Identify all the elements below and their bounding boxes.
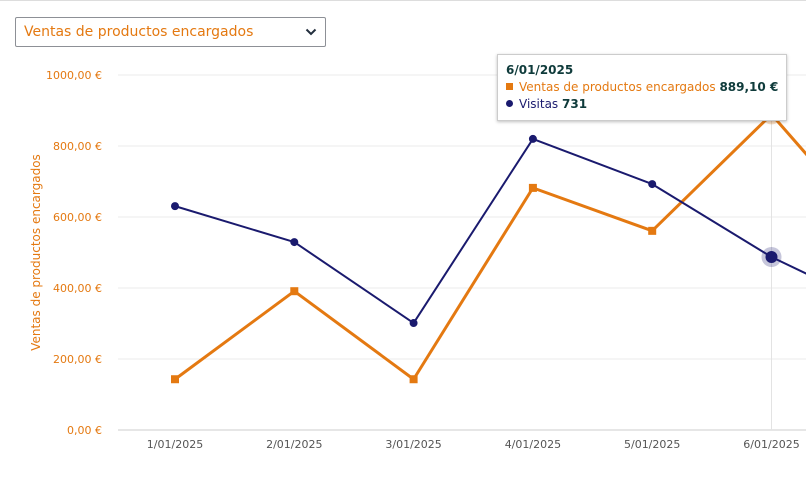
data-point bbox=[648, 226, 657, 235]
chart-tooltip: 6/01/2025 Ventas de productos encargados… bbox=[497, 54, 788, 121]
tooltip-row-visits: Visitas 731 bbox=[506, 96, 778, 113]
x-tick-label: 6/01/2025 bbox=[743, 438, 799, 451]
data-point bbox=[171, 375, 179, 384]
y-tick-label: 400,00 € bbox=[53, 282, 102, 295]
data-point bbox=[765, 250, 778, 263]
data-point bbox=[290, 287, 299, 296]
data-point bbox=[409, 375, 418, 384]
data-point bbox=[528, 183, 537, 192]
y-tick-label: 200,00 € bbox=[53, 353, 102, 366]
x-tick-label: 5/01/2025 bbox=[624, 438, 680, 451]
tooltip-date: 6/01/2025 bbox=[506, 63, 574, 77]
x-tick-label: 2/01/2025 bbox=[266, 438, 322, 451]
metric-select-value: Ventas de productos encargados bbox=[24, 24, 254, 40]
tooltip-row-sales: Ventas de productos encargados 889,10 € bbox=[506, 79, 778, 96]
circle-marker-icon bbox=[506, 100, 513, 107]
y-tick-label: 1000,00 € bbox=[46, 69, 102, 82]
x-tick-label: 1/01/2025 bbox=[147, 438, 203, 451]
chevron-down-icon bbox=[305, 28, 317, 36]
y-tick-label: 0,00 € bbox=[67, 424, 102, 437]
y-axis-label: Ventas de productos encargados bbox=[29, 154, 43, 351]
series-line-visits bbox=[174, 137, 806, 325]
y-tick-label: 600,00 € bbox=[53, 211, 102, 224]
x-tick-label: 4/01/2025 bbox=[505, 438, 561, 451]
metric-select[interactable]: Ventas de productos encargados bbox=[15, 17, 326, 47]
series-line-sales bbox=[174, 112, 806, 381]
y-tick-label: 800,00 € bbox=[53, 140, 102, 153]
data-point bbox=[290, 238, 299, 247]
data-point bbox=[171, 202, 179, 211]
data-point bbox=[648, 180, 657, 189]
data-point bbox=[409, 319, 418, 328]
square-marker-icon bbox=[506, 83, 513, 90]
x-tick-label: 3/01/2025 bbox=[385, 438, 441, 451]
data-point bbox=[528, 134, 537, 143]
top-divider bbox=[0, 0, 806, 1]
